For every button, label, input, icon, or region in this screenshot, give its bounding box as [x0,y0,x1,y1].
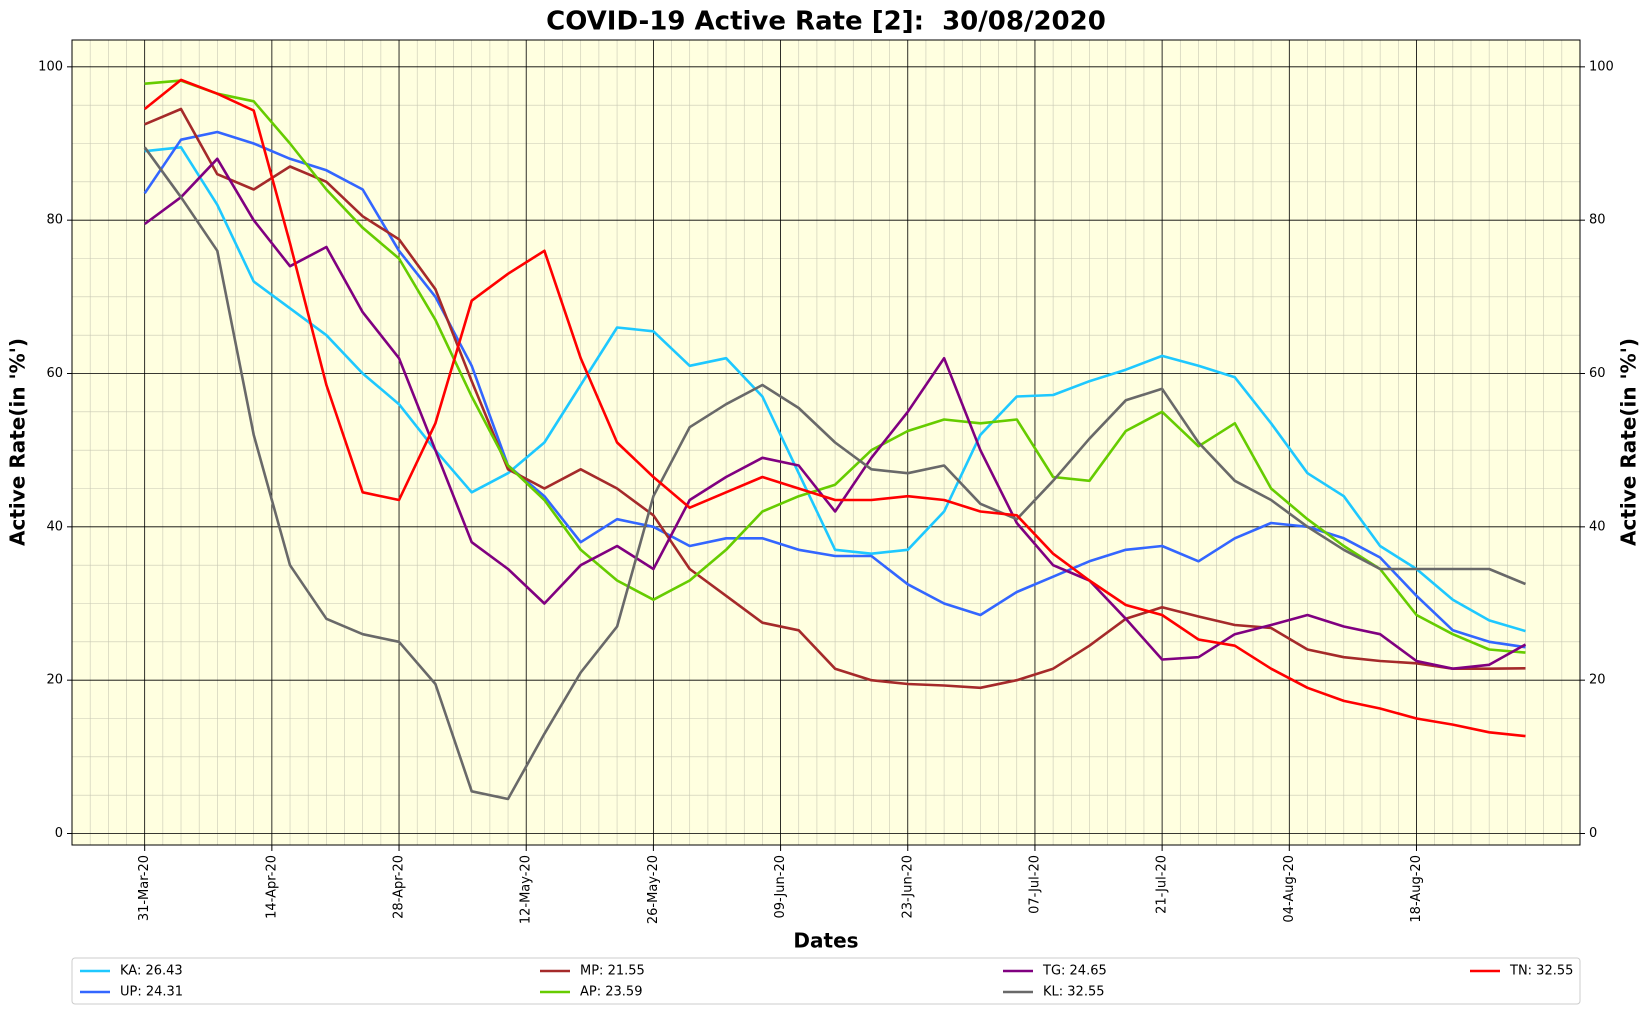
chart-title: COVID-19 Active Rate [2]: 30/08/2020 [546,7,1106,37]
plot-frame [71,39,1581,846]
y2-tick-label: 80 [1589,213,1606,228]
legend-label: TN: 32.55 [1509,964,1573,979]
y-tick-label: 40 [46,519,63,534]
y2-tick-label: 20 [1589,673,1606,688]
y2-tick-label: 40 [1589,519,1606,534]
series-line [143,157,1527,670]
x-tick-label: 18-Aug-20 [1409,855,1424,923]
y-tick-label: 80 [46,213,63,228]
y2-tick-label: 100 [1589,59,1614,74]
y2-tick-label: 0 [1589,826,1597,841]
x-tick-label: 14-Apr-20 [264,855,279,919]
x-tick-label: 23-Jun-20 [900,855,915,919]
legend-label: TG: 24.65 [1042,964,1107,979]
x-tick-label: 07-Jul-20 [1027,855,1042,914]
x-tick-label: 09-Jun-20 [773,855,788,919]
x-tick-label: 28-Apr-20 [392,855,407,919]
grid [72,40,1580,845]
legend-box [71,957,1581,1005]
series-line [143,130,1526,649]
lines [143,78,1527,801]
y-tick-label: 60 [46,366,63,381]
series-line [143,78,1526,738]
plot-background [72,40,1580,845]
series-line [144,146,1526,633]
legend-label: AP: 23.59 [580,985,642,1000]
y-tick-label: 20 [46,673,63,688]
x-tick-label: 26-May-20 [646,855,661,924]
x-tick-label: 04-Aug-20 [1282,855,1297,923]
x-tick-label: 31-Mar-20 [137,855,152,921]
legend-label: MP: 21.55 [580,964,645,979]
y-tick-label: 100 [38,59,63,74]
series-line [144,79,1526,654]
x-tick-label: 12-May-20 [519,855,534,924]
y-tick-label: 0 [55,826,63,841]
series-line [144,107,1526,690]
legend-label: KA: 26.43 [120,964,183,979]
series-line [143,146,1526,801]
y-axis-label: Active Rate(in '%') [6,338,30,546]
legend-label: UP: 24.31 [120,985,183,1000]
x-tick-label: 21-Jul-20 [1155,855,1170,914]
x-axis-label: Dates [793,929,858,953]
y2-axis-label: Active Rate(in '%') [1617,338,1641,546]
legend-label: KL: 32.55 [1043,985,1105,1000]
y2-tick-label: 60 [1589,366,1606,381]
